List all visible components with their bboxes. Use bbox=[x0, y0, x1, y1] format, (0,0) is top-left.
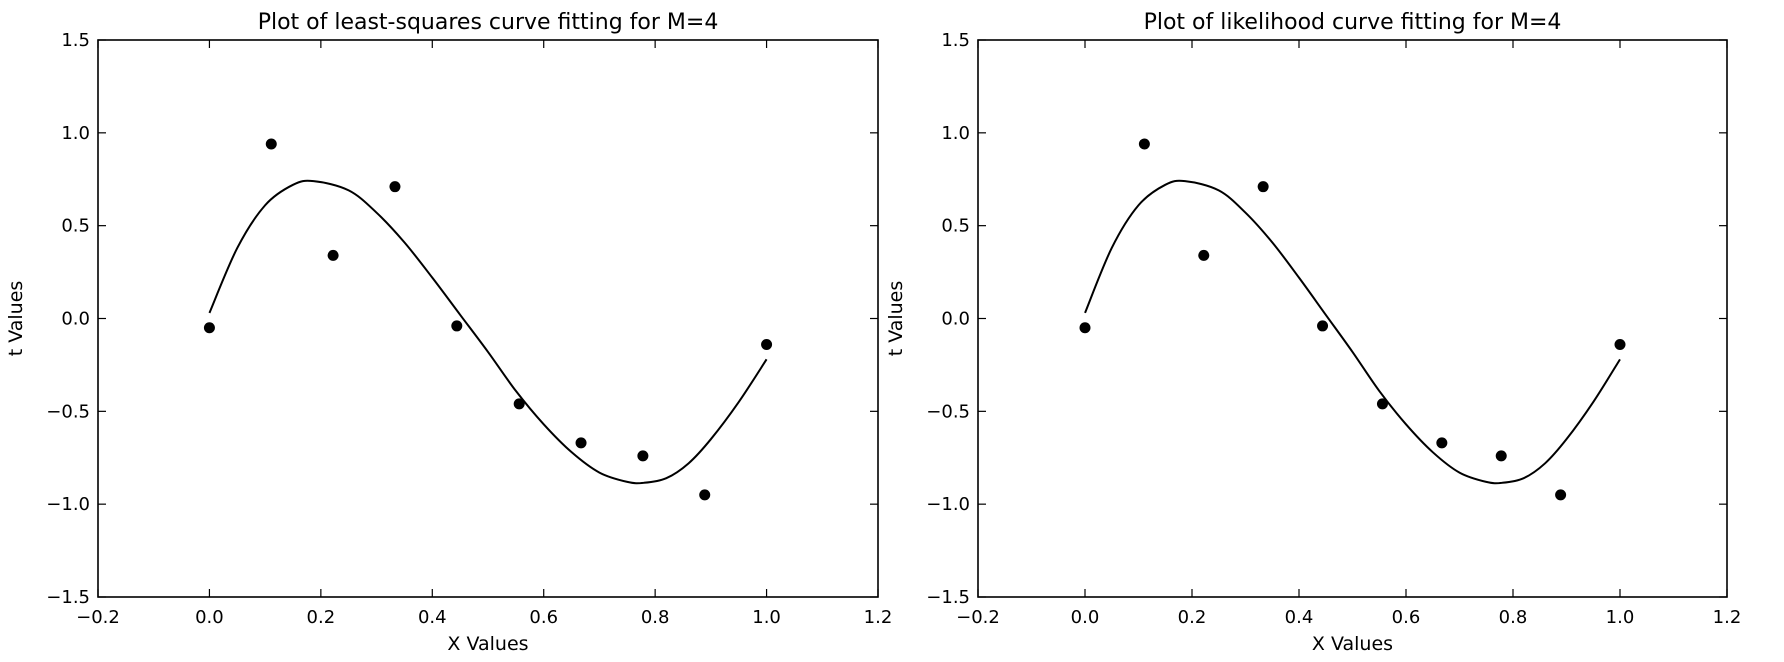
y-tick-label: 1.0 bbox=[941, 123, 970, 144]
data-point bbox=[1317, 320, 1329, 332]
chart-title: Plot of likelihood curve fitting for M=4 bbox=[1144, 10, 1562, 35]
x-tick-label: 0.8 bbox=[641, 607, 670, 628]
data-point bbox=[451, 320, 463, 332]
y-tick-label: 0.5 bbox=[61, 216, 90, 237]
x-tick-label: 1.2 bbox=[864, 607, 893, 628]
x-tick-label: 0.6 bbox=[1392, 607, 1421, 628]
y-tick-label: 1.5 bbox=[61, 30, 90, 51]
y-tick-label: −1.5 bbox=[46, 587, 90, 608]
y-tick-label: −1.0 bbox=[46, 494, 90, 515]
chart-panel-right: −0.2 0.0 0.2 0.4 0.6 0.8 1.0 1.2 1.5 1.0 0.5 0.0 −0.… bbox=[885, 10, 1741, 655]
y-axis-label: t Values bbox=[885, 281, 907, 357]
data-point bbox=[1198, 249, 1210, 261]
chart-panel-left: −0.2 0.0 0.2 0.4 0.6 0.8 1.0 1.2 1.5 1.0 0.5 0.0 −0.… bbox=[5, 10, 892, 655]
data-point bbox=[1614, 338, 1626, 350]
x-tick-label: 0.2 bbox=[307, 607, 336, 628]
data-point bbox=[637, 450, 649, 462]
data-point bbox=[1079, 322, 1091, 334]
data-point bbox=[1376, 398, 1388, 410]
fitted-curve-line bbox=[1084, 179, 1621, 485]
y-tick-label: −0.5 bbox=[926, 401, 970, 422]
data-point bbox=[1495, 450, 1507, 462]
data-point bbox=[327, 249, 339, 261]
data-point bbox=[1436, 437, 1448, 449]
data-point bbox=[389, 181, 401, 193]
y-axis-label: t Values bbox=[5, 281, 27, 357]
x-tick-label: 0.8 bbox=[1499, 607, 1528, 628]
plot-area-frame bbox=[977, 39, 1728, 598]
x-tick-label: 0.0 bbox=[195, 607, 224, 628]
data-point bbox=[1138, 138, 1150, 150]
data-point bbox=[761, 338, 773, 350]
y-tick-label: 0.5 bbox=[941, 216, 970, 237]
y-tick-label: 1.0 bbox=[61, 123, 90, 144]
y-tick-label: 0.0 bbox=[941, 309, 970, 330]
x-axis-label: X Values bbox=[447, 633, 528, 655]
x-tick-label: −0.2 bbox=[956, 607, 1000, 628]
x-tick-label: 0.4 bbox=[418, 607, 447, 628]
data-point bbox=[203, 322, 215, 334]
x-tick-label: 1.0 bbox=[1606, 607, 1635, 628]
y-tick-label: −1.5 bbox=[926, 587, 970, 608]
data-point bbox=[513, 398, 525, 410]
data-point bbox=[1555, 489, 1567, 501]
x-tick-label: 1.2 bbox=[1713, 607, 1742, 628]
x-tick-label: −0.2 bbox=[76, 607, 120, 628]
data-point bbox=[1257, 181, 1269, 193]
x-tick-label: 0.2 bbox=[1178, 607, 1207, 628]
x-tick-label: 0.0 bbox=[1071, 607, 1100, 628]
plot-area-frame bbox=[97, 39, 879, 598]
x-tick-label: 0.4 bbox=[1285, 607, 1314, 628]
fitted-curve-line bbox=[208, 179, 768, 485]
y-tick-label: 0.0 bbox=[61, 309, 90, 330]
data-point bbox=[575, 437, 587, 449]
y-tick-label: −0.5 bbox=[46, 401, 90, 422]
y-tick-label: −1.0 bbox=[926, 494, 970, 515]
x-axis-label: X Values bbox=[1312, 633, 1393, 655]
x-tick-label: 0.6 bbox=[529, 607, 558, 628]
data-point bbox=[265, 138, 277, 150]
x-tick-label: 1.0 bbox=[752, 607, 781, 628]
y-tick-label: 1.5 bbox=[941, 30, 970, 51]
data-point bbox=[699, 489, 711, 501]
chart-title: Plot of least-squares curve fitting for … bbox=[258, 10, 719, 35]
